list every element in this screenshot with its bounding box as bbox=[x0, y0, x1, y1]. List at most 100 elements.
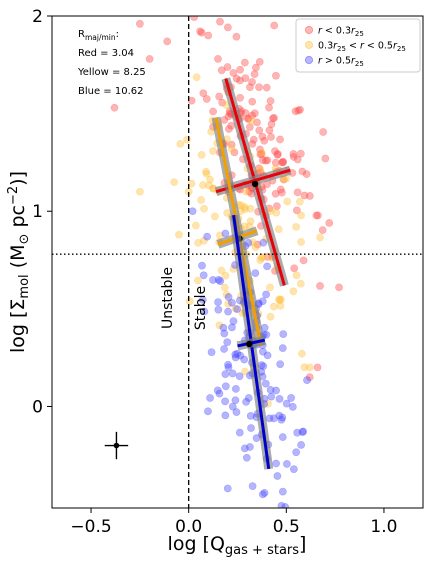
data-point bbox=[214, 298, 222, 307]
data-point bbox=[258, 253, 267, 262]
data-point bbox=[199, 236, 208, 245]
data-point bbox=[272, 202, 281, 211]
data-point bbox=[260, 488, 269, 497]
data-point bbox=[221, 370, 230, 379]
unstable-label: Unstable bbox=[160, 267, 176, 329]
data-point bbox=[110, 103, 119, 112]
data-point bbox=[228, 323, 236, 332]
data-point bbox=[197, 151, 206, 159]
data-point bbox=[293, 188, 302, 197]
legend-label-red: r < 0.3r25 bbox=[318, 26, 364, 39]
data-point bbox=[256, 165, 265, 174]
data-point bbox=[194, 238, 203, 247]
data-point bbox=[279, 157, 288, 166]
data-point bbox=[221, 271, 230, 280]
data-point bbox=[203, 232, 212, 241]
data-point bbox=[296, 149, 305, 158]
legend-marker-yellow bbox=[304, 40, 314, 50]
data-point bbox=[272, 386, 281, 395]
data-point bbox=[210, 212, 219, 221]
data-point bbox=[263, 351, 272, 360]
data-point bbox=[221, 229, 230, 238]
data-point bbox=[248, 78, 256, 86]
data-point bbox=[283, 197, 292, 206]
data-point bbox=[277, 188, 286, 197]
data-point bbox=[302, 170, 311, 179]
data-point bbox=[275, 395, 284, 403]
data-point bbox=[253, 240, 262, 249]
data-point bbox=[335, 283, 343, 292]
data-point bbox=[252, 63, 260, 72]
data-point bbox=[224, 360, 232, 369]
data-point bbox=[276, 135, 284, 144]
data-point bbox=[197, 28, 206, 37]
data-point bbox=[243, 114, 252, 123]
data-point bbox=[214, 275, 223, 284]
data-point bbox=[241, 109, 250, 117]
data-point bbox=[251, 243, 260, 252]
data-point bbox=[228, 369, 237, 378]
data-point bbox=[228, 402, 237, 411]
data-point bbox=[298, 428, 307, 436]
typical-error-bar bbox=[104, 431, 129, 460]
data-point bbox=[231, 353, 240, 362]
data-point bbox=[255, 126, 264, 135]
data-point bbox=[202, 169, 211, 178]
data-point bbox=[241, 367, 249, 376]
data-point bbox=[163, 37, 172, 46]
data-point bbox=[248, 238, 257, 247]
data-point bbox=[279, 330, 288, 339]
data-point bbox=[271, 147, 279, 156]
data-point bbox=[251, 269, 260, 278]
data-point bbox=[233, 305, 242, 313]
data-point bbox=[258, 132, 267, 141]
data-point bbox=[289, 150, 298, 158]
data-point bbox=[246, 412, 255, 420]
data-point bbox=[224, 112, 233, 121]
data-point bbox=[230, 148, 239, 157]
data-point bbox=[192, 73, 201, 82]
data-point bbox=[232, 408, 241, 417]
data-point bbox=[231, 304, 240, 313]
error-bar-center bbox=[113, 442, 120, 449]
reference-lines bbox=[52, 16, 423, 508]
data-point bbox=[227, 144, 236, 153]
data-point bbox=[279, 158, 287, 167]
data-point bbox=[297, 211, 305, 220]
data-point bbox=[277, 501, 286, 508]
data-point bbox=[229, 69, 238, 77]
data-point bbox=[299, 256, 308, 265]
data-point bbox=[272, 208, 281, 217]
data-point bbox=[220, 329, 229, 338]
fit-center bbox=[246, 340, 253, 348]
data-point bbox=[277, 295, 285, 304]
data-point bbox=[276, 360, 285, 369]
data-point bbox=[202, 167, 210, 176]
data-point bbox=[241, 205, 249, 214]
data-point bbox=[256, 150, 265, 159]
data-point bbox=[263, 252, 272, 261]
data-point bbox=[293, 428, 302, 437]
data-point bbox=[292, 222, 300, 231]
data-point bbox=[277, 415, 286, 424]
data-point bbox=[222, 290, 231, 299]
data-point bbox=[271, 158, 280, 167]
data-point bbox=[273, 150, 282, 159]
data-point bbox=[246, 443, 254, 451]
data-point bbox=[265, 126, 274, 135]
data-point bbox=[262, 290, 271, 299]
data-point bbox=[316, 233, 324, 242]
data-point bbox=[232, 74, 241, 83]
data-point bbox=[206, 175, 214, 184]
data-point bbox=[248, 97, 257, 106]
data-point bbox=[263, 262, 271, 271]
data-point bbox=[217, 66, 226, 75]
data-point bbox=[242, 397, 250, 406]
x-tick-label: 0.0 bbox=[175, 517, 202, 537]
data-point bbox=[289, 287, 298, 296]
data-point bbox=[241, 74, 250, 83]
data-point bbox=[319, 128, 328, 136]
data-point bbox=[197, 196, 206, 204]
data-point bbox=[264, 399, 272, 408]
data-point bbox=[282, 460, 291, 468]
